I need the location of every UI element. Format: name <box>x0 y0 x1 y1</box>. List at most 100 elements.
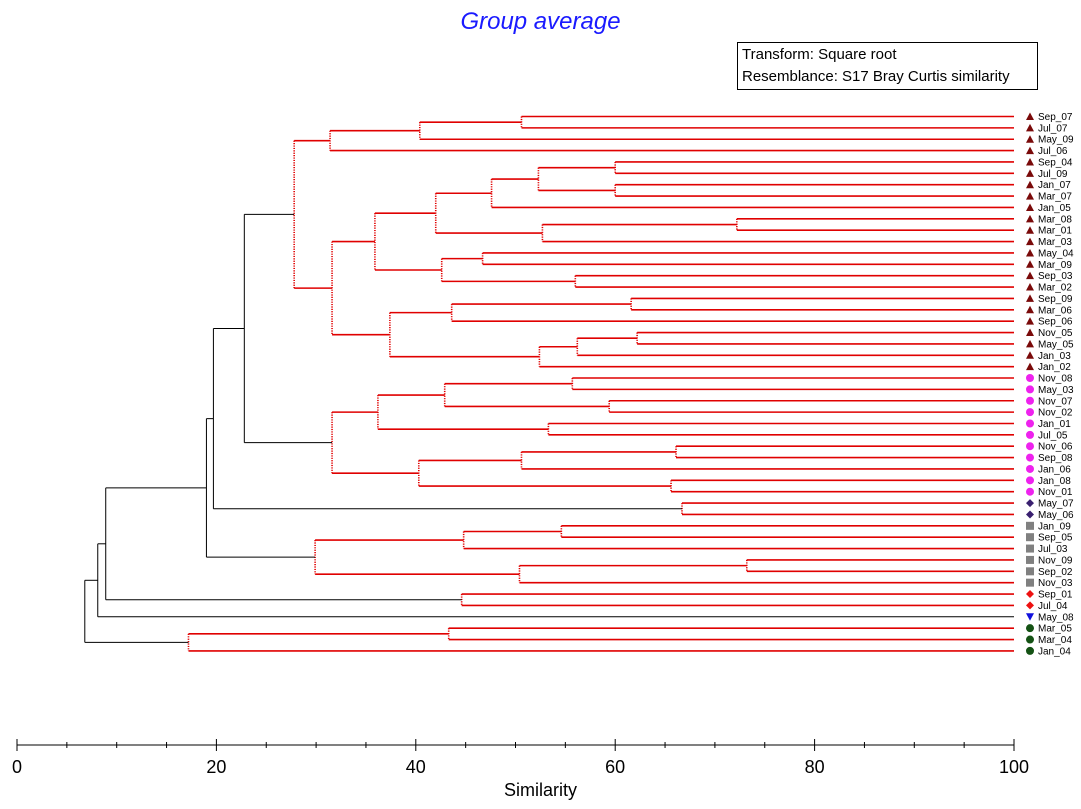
leaf-marker-Jan_03 <box>1026 351 1034 359</box>
leaf-marker-Jul_07 <box>1026 123 1034 132</box>
leaf-label: Nov_01 <box>1038 487 1073 498</box>
leaf-marker-Jan_05 <box>1026 203 1034 211</box>
leaf-label: Mar_03 <box>1038 237 1072 248</box>
leaf-label: Nov_07 <box>1038 396 1073 407</box>
leaf-label: May_06 <box>1038 510 1074 521</box>
transform-resemblance-box: Transform: Square root Resemblance: S17 … <box>737 42 1038 90</box>
leaf-label: May_09 <box>1038 135 1074 146</box>
leaf-label: Jan_08 <box>1038 476 1071 487</box>
leaf-label: May_04 <box>1038 248 1074 259</box>
leaf-label: Jul_09 <box>1038 169 1068 180</box>
x-tick-label: 40 <box>406 757 426 777</box>
leaf-label: May_05 <box>1038 339 1074 350</box>
leaf-marker-Nov_08 <box>1026 374 1034 383</box>
leaf-label: Jul_03 <box>1038 544 1068 555</box>
leaf-label: Mar_05 <box>1038 624 1072 635</box>
chart-title: Group average <box>460 8 621 35</box>
leaf-marker-Mar_01 <box>1026 226 1034 234</box>
x-axis: 0 20 40 60 80 100 <box>12 739 1029 777</box>
leaf-marker-Mar_05 <box>1026 624 1034 633</box>
leaf-marker-Jul_03 <box>1026 544 1034 553</box>
leaf-label: Jan_06 <box>1038 464 1071 475</box>
leaf-label: Nov_02 <box>1038 408 1073 419</box>
dendrogram-branches <box>84 115 1014 652</box>
leaf-marker-Jan_07 <box>1026 180 1034 189</box>
leaf-label: Jan_04 <box>1038 646 1071 657</box>
x-tick-label: 80 <box>805 757 825 777</box>
leaf-labels: Sep_07Jul_07May_09Jul_06Sep_04Jul_09Jan_… <box>1026 112 1074 657</box>
leaf-label: Sep_04 <box>1038 157 1073 168</box>
leaf-marker-Jul_05 <box>1026 430 1034 439</box>
leaf-marker-Nov_07 <box>1026 396 1034 405</box>
leaf-marker-Mar_04 <box>1026 635 1034 644</box>
leaf-marker-May_06 <box>1026 510 1034 519</box>
leaf-marker-Sep_05 <box>1026 533 1034 542</box>
leaf-label: Mar_06 <box>1038 305 1072 316</box>
leaf-label: Nov_05 <box>1038 328 1073 339</box>
leaf-marker-Jul_04 <box>1026 601 1034 610</box>
leaf-marker-Nov_03 <box>1026 578 1034 587</box>
x-tick-label: 60 <box>605 757 625 777</box>
leaf-label: Mar_07 <box>1038 192 1072 203</box>
leaf-label: Jan_02 <box>1038 362 1071 373</box>
leaf-marker-Jul_06 <box>1026 146 1034 155</box>
leaf-marker-Sep_08 <box>1026 453 1034 462</box>
leaf-marker-Mar_02 <box>1026 283 1034 291</box>
leaf-marker-May_07 <box>1026 499 1034 508</box>
x-axis-label: Similarity <box>503 780 577 800</box>
leaf-marker-Mar_06 <box>1026 305 1034 314</box>
leaf-marker-Jan_06 <box>1026 464 1034 473</box>
x-tick-label: 20 <box>206 757 226 777</box>
leaf-marker-Nov_06 <box>1026 442 1034 451</box>
leaf-label: Sep_07 <box>1038 112 1073 123</box>
leaf-label: Mar_04 <box>1038 635 1072 646</box>
leaf-marker-Nov_01 <box>1026 487 1034 496</box>
leaf-marker-Sep_07 <box>1026 112 1034 120</box>
leaf-label: Jan_05 <box>1038 203 1071 214</box>
leaf-label: Nov_08 <box>1038 374 1073 385</box>
leaf-label: Mar_02 <box>1038 283 1072 294</box>
leaf-marker-Mar_07 <box>1026 192 1034 200</box>
leaf-label: Jan_09 <box>1038 521 1071 532</box>
leaf-label: Sep_08 <box>1038 453 1073 464</box>
leaf-marker-May_09 <box>1026 135 1034 143</box>
leaf-marker-Jan_09 <box>1026 521 1034 530</box>
leaf-marker-May_04 <box>1026 248 1034 257</box>
leaf-label: Mar_01 <box>1038 226 1072 237</box>
leaf-label: Mar_09 <box>1038 260 1072 271</box>
leaf-marker-Sep_01 <box>1026 590 1034 599</box>
leaf-label: Sep_05 <box>1038 533 1073 544</box>
leaf-marker-May_05 <box>1026 339 1034 348</box>
leaf-marker-Jan_02 <box>1026 362 1034 371</box>
leaf-label: Sep_01 <box>1038 590 1073 601</box>
leaf-label: Jul_06 <box>1038 146 1068 157</box>
leaf-label: Jan_01 <box>1038 419 1071 430</box>
leaf-label: Sep_03 <box>1038 271 1073 282</box>
leaf-label: Sep_02 <box>1038 567 1073 578</box>
leaf-marker-Mar_09 <box>1026 260 1034 268</box>
leaf-label: Jul_07 <box>1038 123 1068 134</box>
leaf-marker-Sep_09 <box>1026 294 1034 302</box>
leaf-label: Jan_07 <box>1038 180 1071 191</box>
leaf-marker-Nov_09 <box>1026 555 1034 564</box>
leaf-marker-Jan_01 <box>1026 419 1034 428</box>
leaf-marker-Jan_08 <box>1026 476 1034 485</box>
leaf-label: May_08 <box>1038 612 1074 623</box>
x-tick-label: 100 <box>999 757 1029 777</box>
leaf-label: Jan_03 <box>1038 351 1071 362</box>
leaf-marker-Mar_03 <box>1026 237 1034 246</box>
leaf-marker-Sep_03 <box>1026 271 1034 280</box>
leaf-label: Sep_06 <box>1038 317 1073 328</box>
transform-label: Transform: Square root <box>742 46 897 63</box>
leaf-marker-Jan_04 <box>1026 646 1034 655</box>
leaf-marker-Nov_05 <box>1026 328 1034 337</box>
leaf-label: May_03 <box>1038 385 1074 396</box>
leaf-marker-Jul_09 <box>1026 169 1034 177</box>
leaf-marker-Mar_08 <box>1026 214 1034 223</box>
resemblance-label: Resemblance: S17 Bray Curtis similarity <box>742 68 1010 85</box>
leaf-marker-May_03 <box>1026 385 1034 394</box>
leaf-label: Mar_08 <box>1038 214 1072 225</box>
leaf-label: Sep_09 <box>1038 294 1073 305</box>
leaf-label: May_07 <box>1038 499 1074 510</box>
